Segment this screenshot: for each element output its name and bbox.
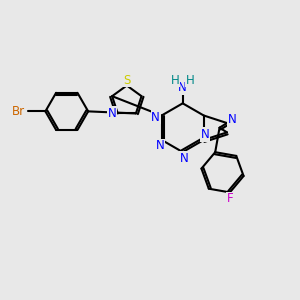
Text: N: N bbox=[180, 152, 189, 164]
Text: N: N bbox=[151, 110, 160, 124]
Text: N: N bbox=[178, 81, 187, 94]
Text: N: N bbox=[108, 107, 117, 120]
Text: H: H bbox=[186, 74, 194, 87]
Text: N: N bbox=[228, 113, 237, 126]
Text: N: N bbox=[201, 128, 210, 141]
Text: F: F bbox=[226, 192, 233, 206]
Text: N: N bbox=[156, 139, 164, 152]
Text: Br: Br bbox=[12, 105, 25, 118]
Text: H: H bbox=[171, 74, 180, 87]
Text: S: S bbox=[123, 74, 130, 87]
